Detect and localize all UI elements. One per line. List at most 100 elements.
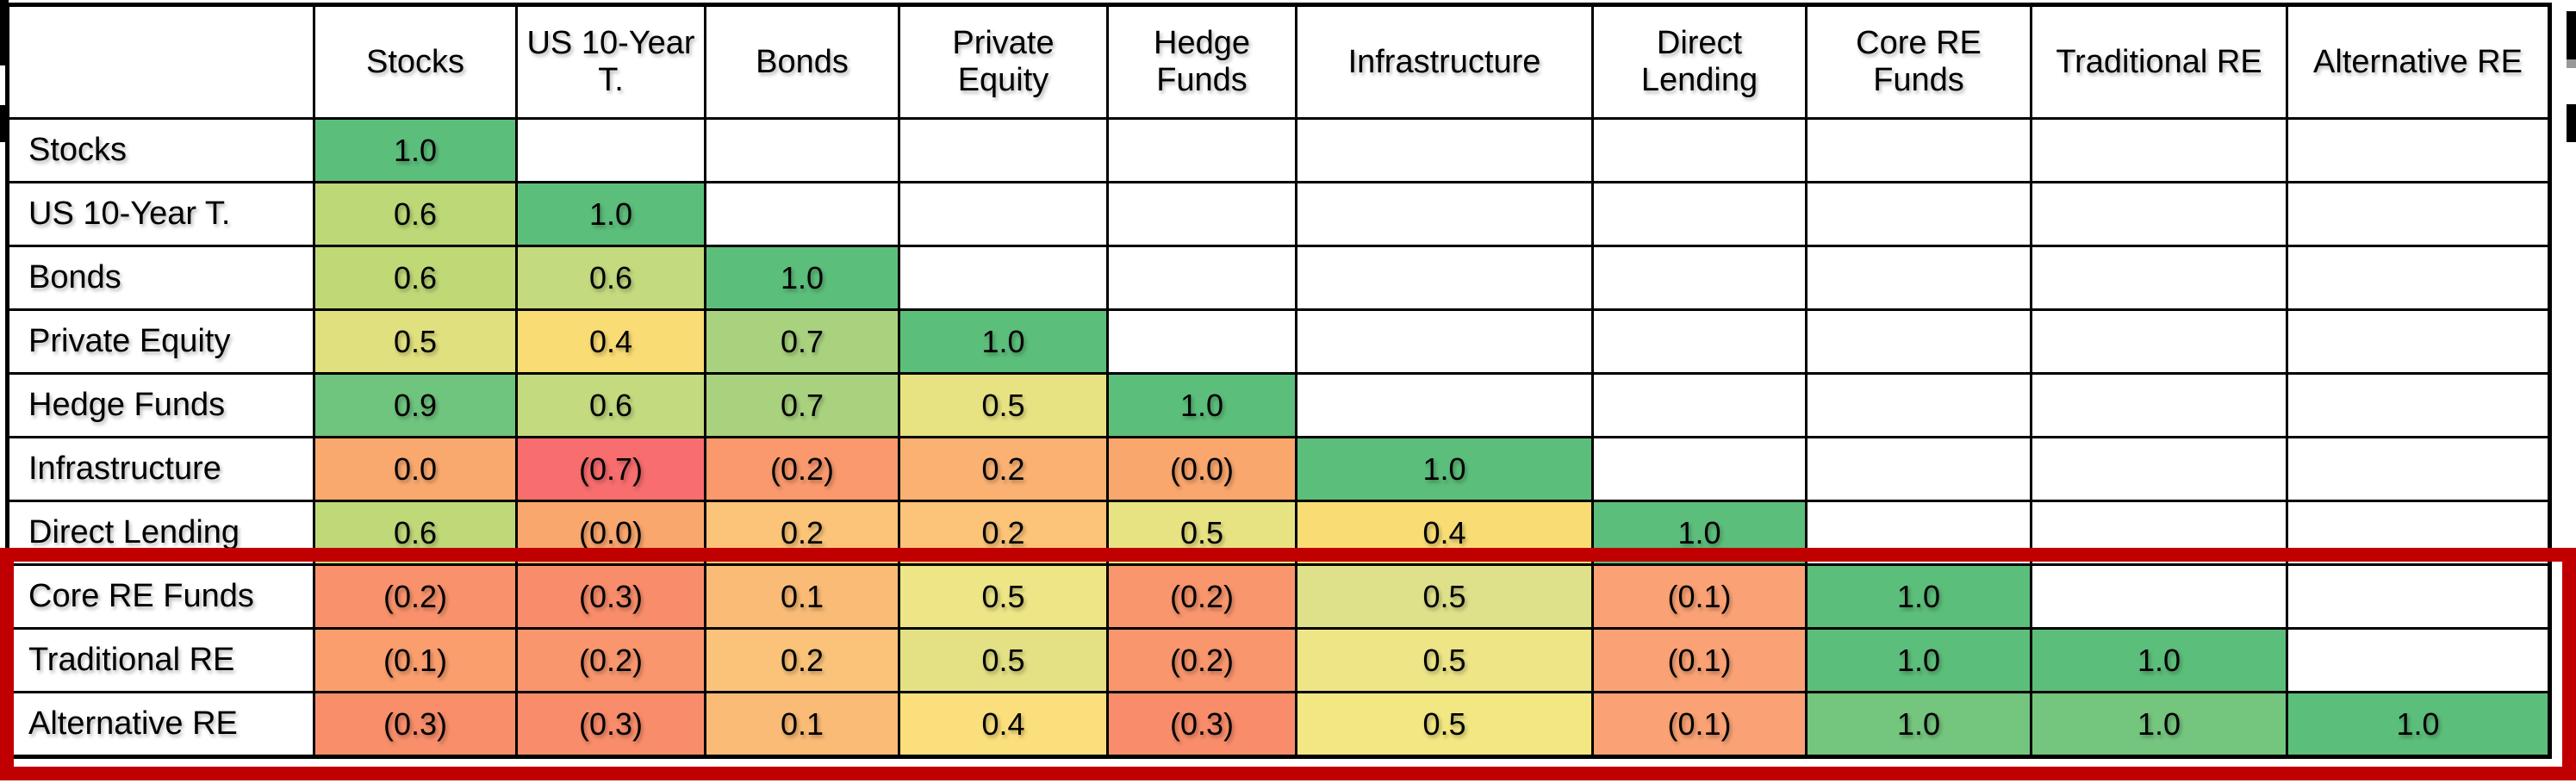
matrix-cell-direct-lending-x-stocks: 0.6: [313, 500, 518, 566]
row-header-us-10-year-t: US 10-Year T.: [6, 181, 315, 247]
matrix-cell-us-10-year-t-x-us-10-year-t: 1.0: [515, 181, 706, 247]
column-header-hedge-funds: Hedge Funds: [1106, 3, 1297, 120]
matrix-cell-private-equity-x-direct-lending: [1591, 308, 1808, 375]
matrix-cell-bonds-x-core-re-funds: [1805, 245, 2032, 311]
matrix-cell-hedge-funds-x-infrastructure: [1295, 372, 1594, 438]
table-row-infrastructure: Infrastructure 0.0 (0.7) (0.2) 0.2 (0.0) 1.0: [6, 436, 2551, 502]
matrix-cell-direct-lending-x-bonds: 0.2: [704, 500, 900, 566]
matrix-cell-alternative-re-x-core-re-funds: 1.0: [1805, 691, 2032, 758]
column-header-stocks: Stocks: [313, 3, 518, 120]
matrix-cell-hedge-funds-x-traditional-re: [2030, 372, 2288, 438]
matrix-cell-private-equity-x-hedge-funds: [1106, 308, 1297, 375]
right-edge-artifact-fade: [2567, 59, 2576, 68]
matrix-cell-direct-lending-x-traditional-re: [2030, 500, 2288, 566]
matrix-cell-us-10-year-t-x-stocks: 0.6: [313, 181, 518, 247]
matrix-cell-core-re-funds-x-us-10-year-t: (0.3): [515, 563, 706, 630]
right-edge-artifact-top: [2567, 11, 2576, 59]
row-header-infrastructure: Infrastructure: [6, 436, 315, 502]
matrix-cell-us-10-year-t-x-direct-lending: [1591, 181, 1808, 247]
matrix-cell-core-re-funds-x-stocks: (0.2): [313, 563, 518, 630]
matrix-cell-core-re-funds-x-core-re-funds: 1.0: [1805, 563, 2032, 630]
matrix-cell-traditional-re-x-direct-lending: (0.1): [1591, 627, 1808, 693]
matrix-cell-traditional-re-x-us-10-year-t: (0.2): [515, 627, 706, 693]
matrix-cell-stocks-x-private-equity: [898, 117, 1109, 183]
matrix-cell-traditional-re-x-hedge-funds: (0.2): [1106, 627, 1297, 693]
matrix-cell-hedge-funds-x-bonds: 0.7: [704, 372, 900, 438]
matrix-cell-direct-lending-x-us-10-year-t: (0.0): [515, 500, 706, 566]
matrix-cell-traditional-re-x-private-equity: 0.5: [898, 627, 1109, 693]
matrix-cell-hedge-funds-x-us-10-year-t: 0.6: [515, 372, 706, 438]
matrix-cell-direct-lending-x-core-re-funds: [1805, 500, 2032, 566]
table-row-direct-lending: Direct Lending 0.6 (0.0) 0.2 0.2 0.5 0.4 1.0: [6, 500, 2551, 566]
matrix-cell-private-equity-x-bonds: 0.7: [704, 308, 900, 375]
corner-cell: [6, 3, 315, 120]
matrix-cell-traditional-re-x-traditional-re: 1.0: [2030, 627, 2288, 693]
matrix-cell-alternative-re-x-private-equity: 0.4: [898, 691, 1109, 758]
matrix-cell-private-equity-x-alternative-re: [2286, 308, 2551, 375]
matrix-cell-bonds-x-private-equity: [898, 245, 1109, 311]
matrix-cell-hedge-funds-x-stocks: 0.9: [313, 372, 518, 438]
matrix-cell-direct-lending-x-private-equity: 0.2: [898, 500, 1109, 566]
matrix-cell-bonds-x-stocks: 0.6: [313, 245, 518, 311]
matrix-cell-private-equity-x-infrastructure: [1295, 308, 1594, 375]
matrix-cell-infrastructure-x-us-10-year-t: (0.7): [515, 436, 706, 502]
column-header-infrastructure: Infrastructure: [1295, 3, 1594, 120]
matrix-cell-direct-lending-x-alternative-re: [2286, 500, 2551, 566]
matrix-cell-bonds-x-direct-lending: [1591, 245, 1808, 311]
matrix-cell-private-equity-x-traditional-re: [2030, 308, 2288, 375]
matrix-cell-core-re-funds-x-hedge-funds: (0.2): [1106, 563, 1297, 630]
matrix-cell-alternative-re-x-direct-lending: (0.1): [1591, 691, 1808, 758]
matrix-cell-infrastructure-x-direct-lending: [1591, 436, 1808, 502]
row-header-traditional-re: Traditional RE: [6, 627, 315, 693]
matrix-cell-hedge-funds-x-alternative-re: [2286, 372, 2551, 438]
matrix-cell-core-re-funds-x-alternative-re: [2286, 563, 2551, 630]
matrix-cell-private-equity-x-private-equity: 1.0: [898, 308, 1109, 375]
matrix-cell-alternative-re-x-infrastructure: 0.5: [1295, 691, 1594, 758]
matrix-cell-infrastructure-x-bonds: (0.2): [704, 436, 900, 502]
matrix-cell-traditional-re-x-core-re-funds: 1.0: [1805, 627, 2032, 693]
matrix-cell-alternative-re-x-hedge-funds: (0.3): [1106, 691, 1297, 758]
matrix-cell-infrastructure-x-stocks: 0.0: [313, 436, 518, 502]
matrix-cell-infrastructure-x-private-equity: 0.2: [898, 436, 1109, 502]
table-row-private-equity: Private Equity 0.5 0.4 0.7 1.0: [6, 308, 2551, 375]
matrix-cell-hedge-funds-x-hedge-funds: 1.0: [1106, 372, 1297, 438]
column-header-private-equity: Private Equity: [898, 3, 1109, 120]
matrix-cell-stocks-x-core-re-funds: [1805, 117, 2032, 183]
row-header-alternative-re: Alternative RE: [6, 691, 315, 758]
matrix-cell-us-10-year-t-x-bonds: [704, 181, 900, 247]
table-row-traditional-re: Traditional RE (0.1) (0.2) 0.2 0.5 (0.2) 0.5 (0…: [6, 627, 2551, 693]
matrix-cell-us-10-year-t-x-traditional-re: [2030, 181, 2288, 247]
matrix-cell-hedge-funds-x-private-equity: 0.5: [898, 372, 1109, 438]
table-row-alternative-re: Alternative RE (0.3) (0.3) 0.1 0.4 (0.3) 0.5 (0…: [6, 691, 2551, 758]
matrix-cell-stocks-x-bonds: [704, 117, 900, 183]
matrix-cell-bonds-x-alternative-re: [2286, 245, 2551, 311]
matrix-cell-stocks-x-infrastructure: [1295, 117, 1594, 183]
table-row-hedge-funds: Hedge Funds 0.9 0.6 0.7 0.5 1.0: [6, 372, 2551, 438]
matrix-cell-infrastructure-x-traditional-re: [2030, 436, 2288, 502]
table-row-stocks: Stocks 1.0: [6, 117, 2551, 183]
matrix-cell-traditional-re-x-bonds: 0.2: [704, 627, 900, 693]
matrix-cell-infrastructure-x-infrastructure: 1.0: [1295, 436, 1594, 502]
matrix-cell-alternative-re-x-alternative-re: 1.0: [2286, 691, 2551, 758]
column-header-bonds: Bonds: [704, 3, 900, 120]
matrix-cell-bonds-x-infrastructure: [1295, 245, 1594, 311]
matrix-cell-private-equity-x-stocks: 0.5: [313, 308, 518, 375]
matrix-cell-us-10-year-t-x-core-re-funds: [1805, 181, 2032, 247]
matrix-cell-infrastructure-x-alternative-re: [2286, 436, 2551, 502]
matrix-cell-core-re-funds-x-infrastructure: 0.5: [1295, 563, 1594, 630]
matrix-cell-direct-lending-x-hedge-funds: 0.5: [1106, 500, 1297, 566]
matrix-cell-direct-lending-x-direct-lending: 1.0: [1591, 500, 1808, 566]
row-header-stocks: Stocks: [6, 117, 315, 183]
matrix-cell-stocks-x-alternative-re: [2286, 117, 2551, 183]
column-header-direct-lending: Direct Lending: [1591, 3, 1808, 120]
row-header-core-re-funds: Core RE Funds: [6, 563, 315, 630]
column-header-traditional-re: Traditional RE: [2030, 3, 2288, 120]
matrix-cell-private-equity-x-us-10-year-t: 0.4: [515, 308, 706, 375]
matrix-cell-alternative-re-x-stocks: (0.3): [313, 691, 518, 758]
matrix-cell-stocks-x-stocks: 1.0: [313, 117, 518, 183]
matrix-cell-bonds-x-us-10-year-t: 0.6: [515, 245, 706, 311]
row-header-direct-lending: Direct Lending: [6, 500, 315, 566]
matrix-cell-us-10-year-t-x-private-equity: [898, 181, 1109, 247]
column-header-alternative-re: Alternative RE: [2286, 3, 2551, 120]
